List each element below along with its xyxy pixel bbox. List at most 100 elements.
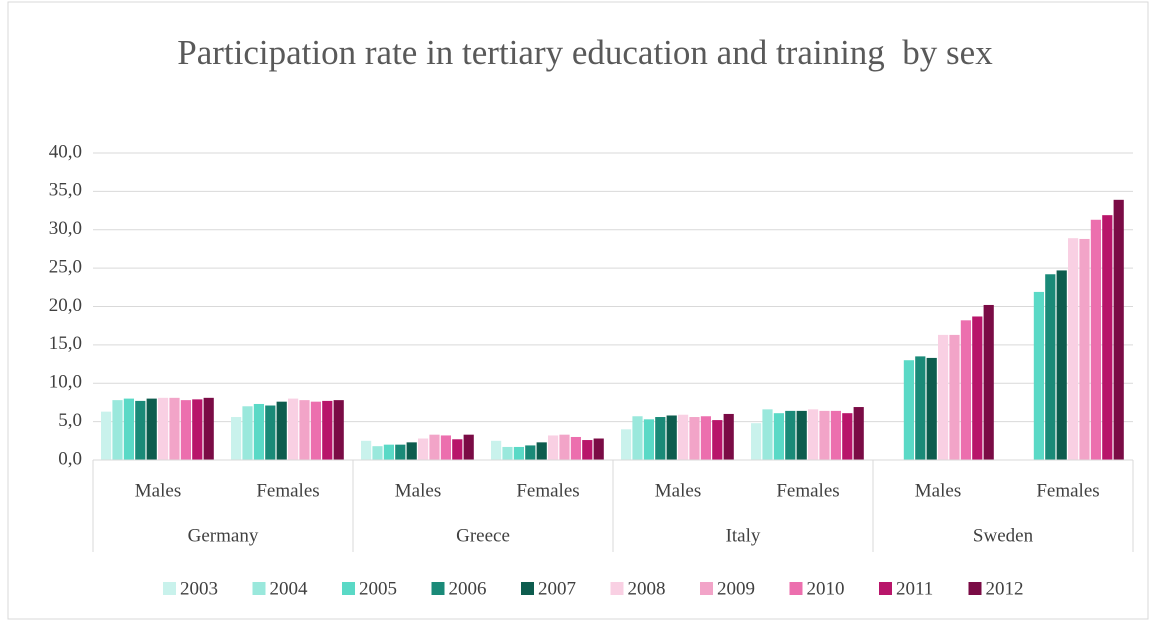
legend-swatch [610, 582, 624, 595]
x-tick-label: Females [256, 480, 319, 501]
bar [903, 360, 914, 460]
bar [960, 320, 971, 460]
bar [938, 334, 949, 460]
x-tick-label: Females [1036, 480, 1099, 501]
bar [135, 400, 146, 460]
y-tick-label: 35,0 [49, 180, 82, 201]
y-tick-label: 20,0 [49, 295, 82, 316]
legend-label: 2012 [986, 578, 1024, 599]
bar [242, 406, 253, 460]
bar [452, 439, 463, 460]
x-tick-label: Males [655, 480, 701, 501]
bar [192, 399, 203, 460]
bar [383, 444, 394, 460]
bar [525, 445, 536, 460]
legend-label: 2010 [807, 578, 845, 599]
bar [808, 409, 819, 460]
y-tick-label: 25,0 [49, 256, 82, 277]
y-tick-label: 5,0 [58, 410, 82, 431]
bar [265, 405, 276, 460]
bar [632, 416, 643, 460]
bar [655, 417, 666, 460]
bar [112, 400, 123, 460]
legend-label: 2009 [717, 578, 755, 599]
bar [123, 398, 134, 460]
bar [559, 434, 570, 460]
x-tick-label: Males [395, 480, 441, 501]
bar [288, 398, 299, 460]
legend-swatch [789, 582, 803, 595]
y-tick-label: 0,0 [58, 448, 82, 469]
bar [1102, 215, 1113, 460]
bar [1090, 219, 1101, 460]
bar [915, 356, 926, 460]
legend-swatch [879, 582, 892, 595]
legend-swatch [968, 582, 982, 595]
legend-label: 2007 [538, 578, 576, 599]
bar [830, 410, 841, 460]
bar [570, 436, 581, 460]
legend-swatch [700, 582, 713, 595]
legend-swatch [163, 582, 176, 595]
legend-label: 2004 [270, 578, 309, 599]
bar [1056, 270, 1067, 460]
legend-label: 2011 [896, 578, 933, 599]
bar [158, 397, 169, 460]
bar [463, 434, 474, 460]
bar [322, 400, 333, 460]
bar [180, 400, 191, 460]
y-tick-label: 15,0 [49, 333, 82, 354]
bar [621, 429, 632, 460]
bar [253, 403, 264, 460]
group-label: Italy [726, 525, 761, 546]
bar [502, 446, 513, 460]
bar [1045, 274, 1056, 460]
legend-swatch [521, 582, 534, 595]
bar [169, 397, 180, 460]
bar [548, 435, 559, 460]
legend-label: 2003 [180, 578, 218, 599]
bar [842, 413, 853, 460]
bar [1033, 291, 1044, 460]
bar [276, 401, 287, 460]
bar [796, 410, 807, 460]
y-tick-label: 30,0 [49, 218, 82, 239]
legend-label: 2006 [449, 578, 487, 599]
bar [146, 398, 157, 460]
bar [491, 440, 502, 460]
bar [773, 413, 784, 460]
bar [1079, 238, 1090, 460]
bar [972, 316, 983, 460]
bar [949, 334, 960, 460]
bar [440, 435, 451, 460]
bar [406, 442, 417, 460]
bar [361, 440, 372, 460]
legend-swatch [252, 582, 266, 595]
bar [723, 413, 734, 460]
bar [593, 438, 604, 460]
bar [203, 397, 214, 460]
bar [333, 400, 344, 460]
bar [429, 434, 440, 460]
bar [582, 440, 593, 460]
bar [666, 415, 677, 460]
bar [700, 416, 711, 460]
bar [853, 407, 864, 460]
bar [983, 304, 994, 460]
group-label: Sweden [973, 525, 1034, 546]
bar [751, 423, 762, 460]
chart-border [7, 1, 1149, 620]
x-tick-label: Females [516, 480, 579, 501]
y-tick-label: 40,0 [49, 141, 82, 162]
bar [819, 410, 830, 460]
bar [689, 417, 700, 460]
bar [372, 446, 383, 460]
bar [643, 419, 654, 460]
bar [762, 409, 773, 460]
bar [299, 400, 310, 460]
legend-label: 2008 [628, 578, 666, 599]
bar [712, 420, 723, 460]
bar [1113, 199, 1124, 460]
x-tick-label: Males [135, 480, 181, 501]
